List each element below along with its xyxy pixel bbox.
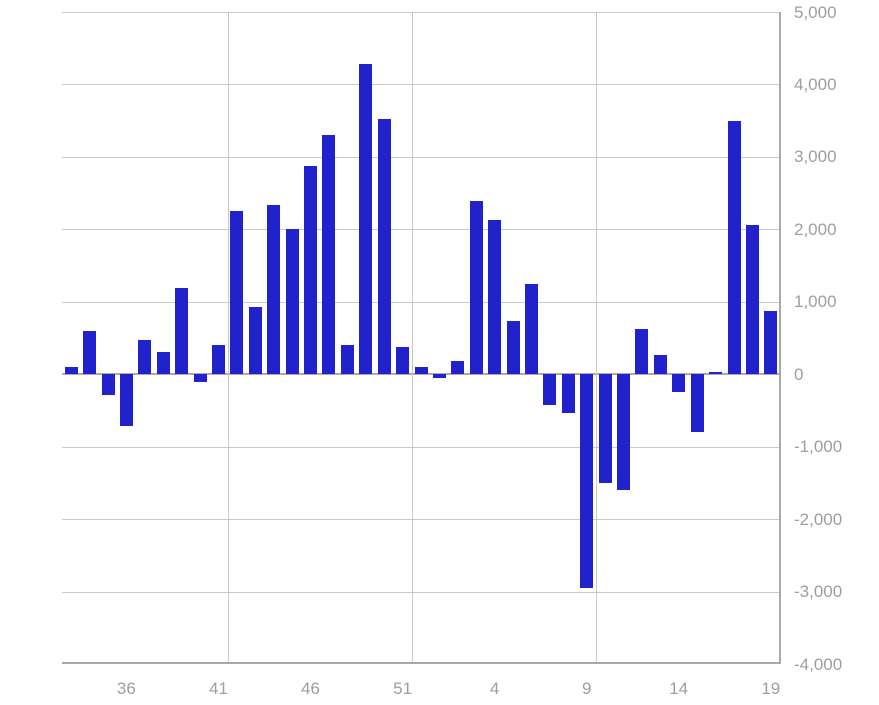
gridline-v-9 <box>228 12 229 664</box>
bar-week-15 <box>690 374 704 433</box>
gridline-h--1000 <box>62 446 780 448</box>
gridline-h--3000 <box>62 591 780 593</box>
x-axis-label-36: 36 <box>116 679 136 698</box>
bar-week-38 <box>156 351 170 375</box>
bar-week-19 <box>764 311 778 375</box>
y-axis-label-4000: 4,000 <box>794 74 837 94</box>
gridline-h-0 <box>62 373 780 376</box>
bar-week-10 <box>598 374 612 483</box>
x-axis-label-19: 19 <box>761 679 781 698</box>
bar-week-35 <box>101 374 115 396</box>
y-axis-label-2000: 2,000 <box>794 219 837 239</box>
bar-week-45 <box>285 228 299 375</box>
bar-week-39 <box>175 288 189 375</box>
y-axis-label--3000: -3,000 <box>794 582 843 602</box>
bar-week-49 <box>359 64 373 375</box>
bar-week-14 <box>672 374 686 392</box>
gridline-h-5000 <box>62 12 780 13</box>
gridline-h-4000 <box>62 84 780 86</box>
plot-area <box>62 12 781 664</box>
bar-week-5 <box>506 321 520 375</box>
x-axis-label-41: 41 <box>209 679 228 698</box>
bar-week-8 <box>561 374 575 413</box>
bar-week-11 <box>617 374 630 491</box>
y-axis-label-3000: 3,000 <box>794 147 837 167</box>
bar-week-4 <box>488 219 502 375</box>
bar-week-52 <box>414 367 428 375</box>
gridline-h--2000 <box>62 519 780 521</box>
gridline-h-2000 <box>62 229 780 231</box>
bar-week-48 <box>340 344 354 375</box>
bar-week-41 <box>212 345 225 375</box>
bar-week-47 <box>322 135 336 375</box>
bar-week-51 <box>396 347 410 375</box>
gridline-v-29 <box>596 12 597 664</box>
bar-week-36 <box>119 374 133 427</box>
x-axis-label-9: 9 <box>581 679 592 698</box>
gridline-h-3000 <box>62 156 780 158</box>
bar-week-6 <box>525 284 538 375</box>
bar-week-9 <box>580 374 594 588</box>
y-axis-line <box>779 12 781 664</box>
bar-week-18 <box>745 225 759 375</box>
bar-week-43 <box>248 306 262 375</box>
bar-week-44 <box>267 205 281 375</box>
gridline-v-19 <box>412 12 413 664</box>
y-axis-label-1000: 1,000 <box>794 292 837 312</box>
bar-week-1 <box>432 374 446 379</box>
bar-week-40 <box>193 374 207 383</box>
bar-week-50 <box>377 119 391 375</box>
y-axis-label--2000: -2,000 <box>794 509 843 529</box>
bar-week-12 <box>635 329 649 375</box>
bar-week-46 <box>304 165 317 375</box>
gridline-h-1000 <box>62 301 780 303</box>
bar-week-2 <box>451 361 465 375</box>
bar-week-42 <box>230 211 244 375</box>
y-axis-label-0: 0 <box>794 364 804 384</box>
bar-week-7 <box>543 374 557 406</box>
bar-week-17 <box>727 121 741 375</box>
bar-week-33 <box>64 367 78 375</box>
bar-week-3 <box>469 201 483 375</box>
bar-week-34 <box>83 330 97 375</box>
y-axis-label--1000: -1,000 <box>794 437 843 457</box>
bar-week-16 <box>709 372 723 375</box>
y-axis-label-5000: 5,000 <box>794 2 837 22</box>
x-axis-label-14: 14 <box>669 679 689 698</box>
x-axis-label-4: 4 <box>489 679 500 698</box>
bar-week-37 <box>138 340 152 375</box>
x-axis-label-46: 46 <box>301 679 320 698</box>
bar-week-13 <box>653 354 667 375</box>
y-axis-label--4000: -4,000 <box>794 654 843 674</box>
x-axis-line <box>62 662 780 664</box>
x-axis-label-51: 51 <box>393 679 413 698</box>
